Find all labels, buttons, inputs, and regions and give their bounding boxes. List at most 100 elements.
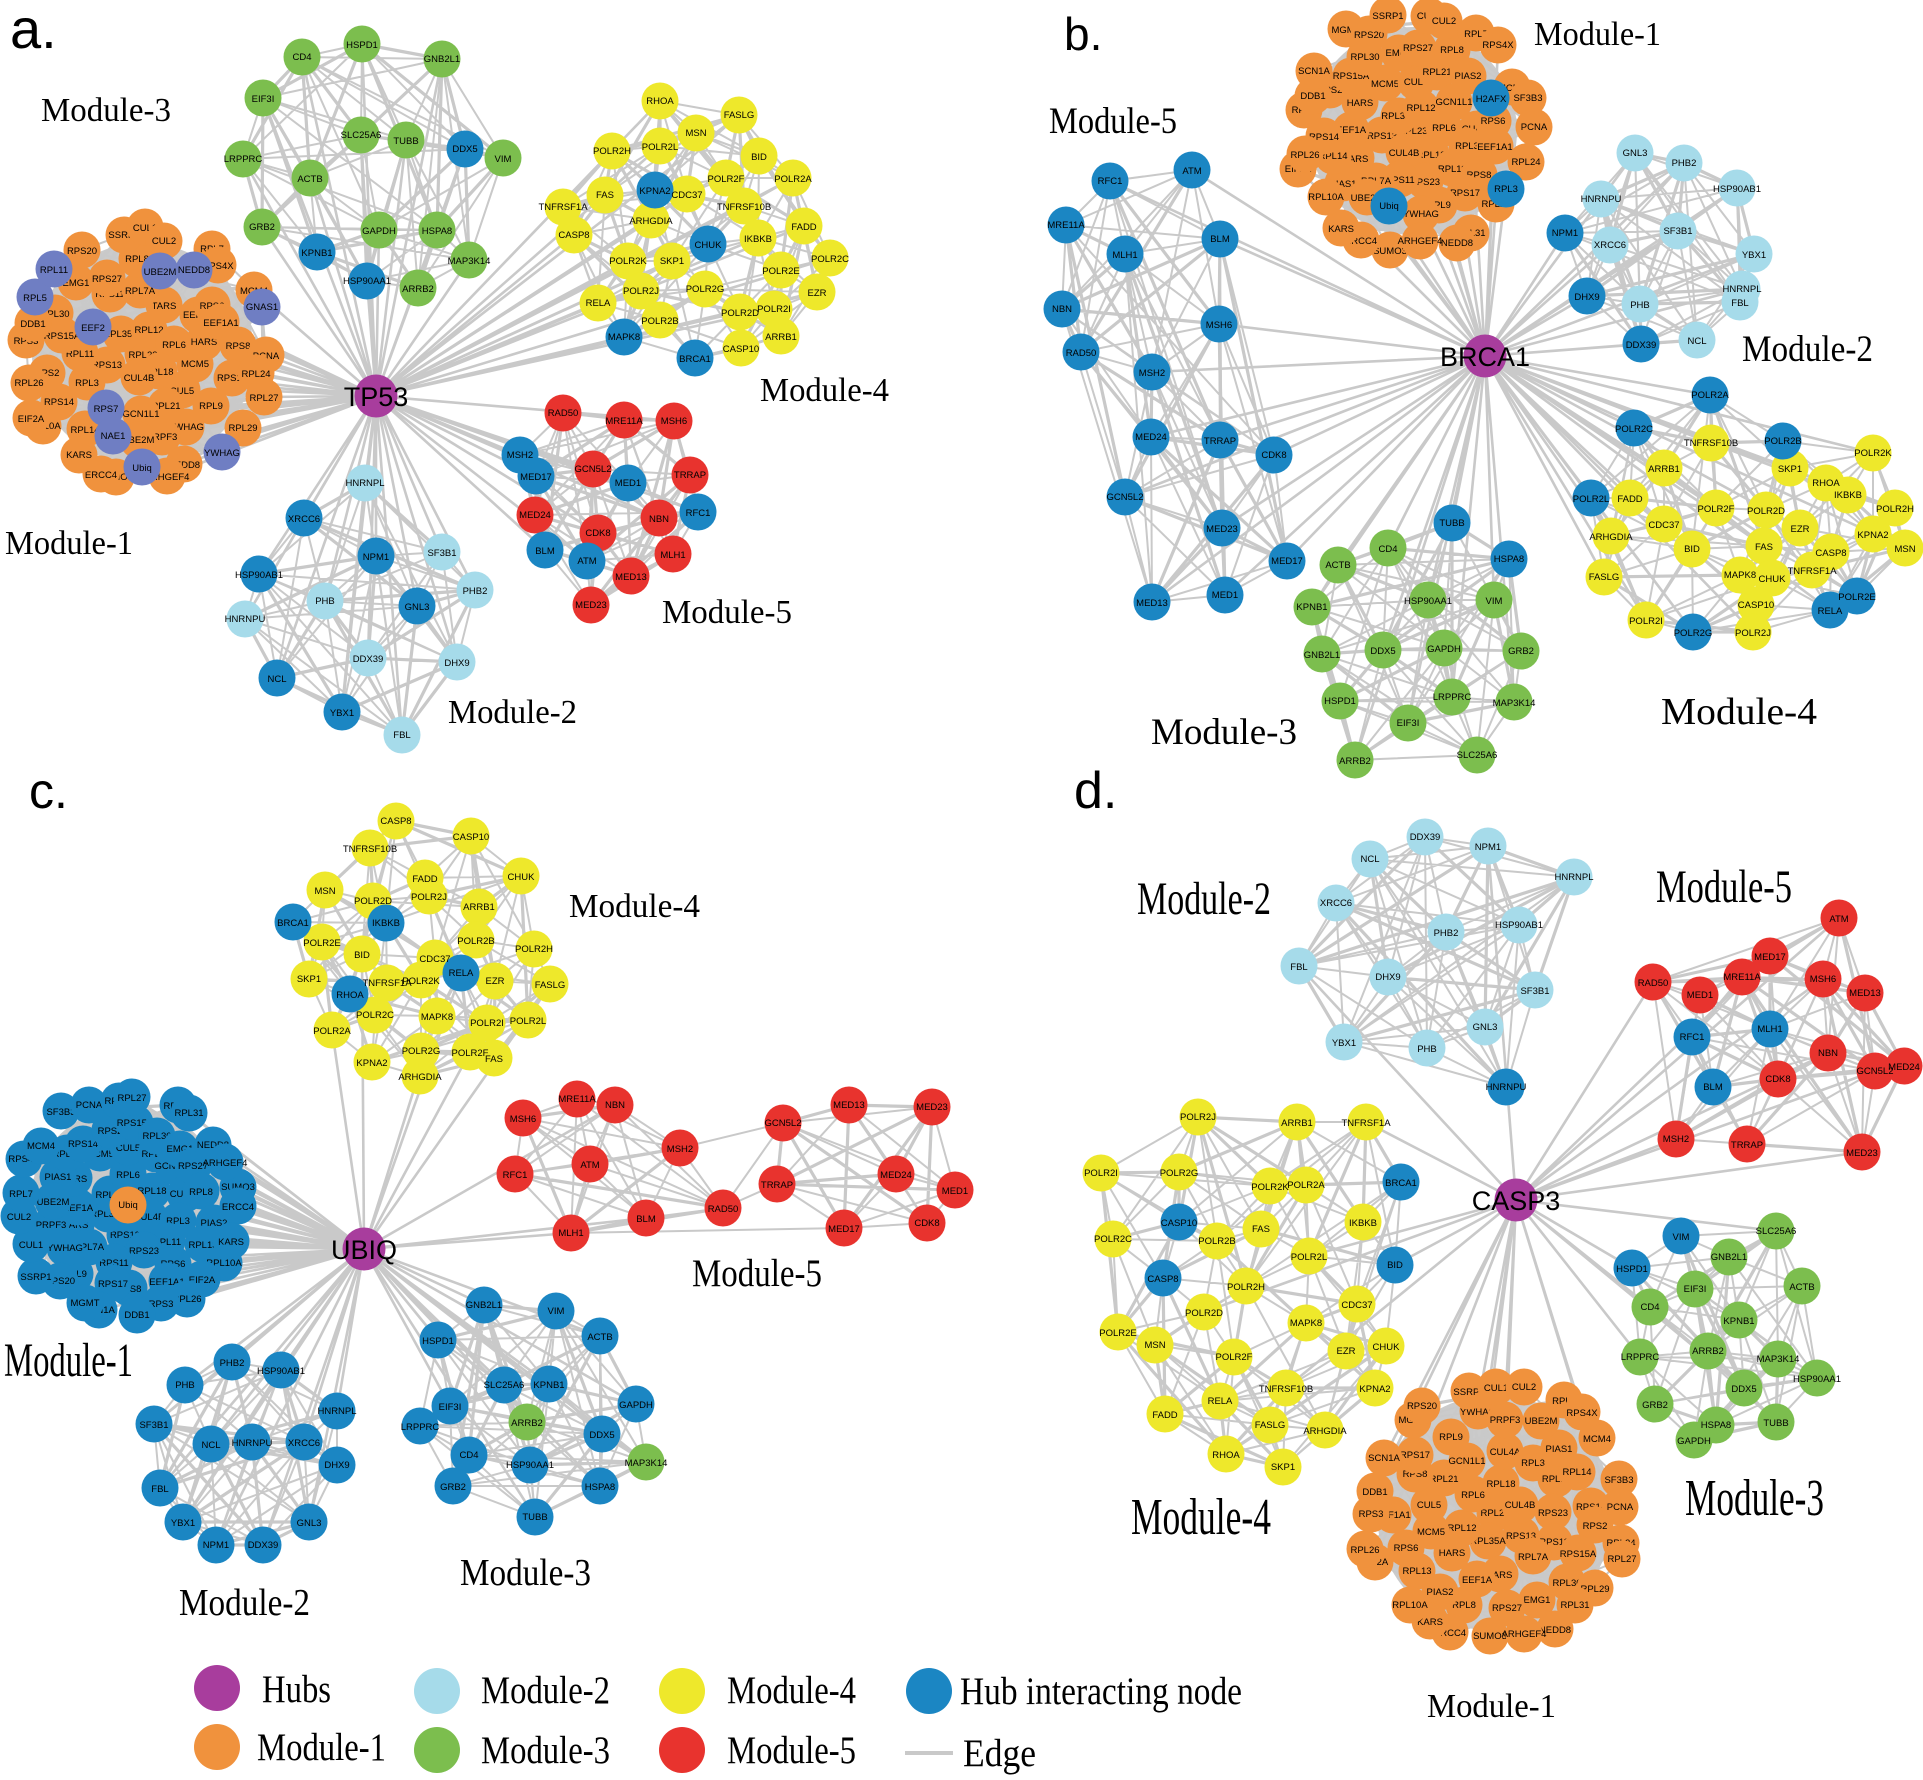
svg-text:KPNB1: KPNB1: [301, 248, 332, 259]
svg-text:b.: b.: [1064, 8, 1102, 60]
svg-text:RHOA: RHOA: [646, 96, 674, 107]
svg-text:HNRNPU: HNRNPU: [225, 614, 266, 625]
svg-text:DHX9: DHX9: [1375, 972, 1400, 983]
svg-text:POLR2I: POLR2I: [1629, 616, 1663, 627]
svg-text:POLR2C: POLR2C: [1615, 424, 1653, 435]
svg-text:MED17: MED17: [520, 472, 552, 483]
svg-text:POLR2G: POLR2G: [1160, 1168, 1199, 1179]
svg-text:DDX5: DDX5: [589, 1430, 614, 1441]
svg-text:POLR2G: POLR2G: [686, 284, 725, 295]
svg-text:POLR2A: POLR2A: [1691, 390, 1729, 401]
svg-text:GNL3: GNL3: [1623, 148, 1648, 159]
svg-text:FBL: FBL: [1290, 962, 1307, 973]
svg-text:DDX39: DDX39: [248, 1540, 279, 1551]
svg-text:EMG1: EMG1: [1524, 1595, 1551, 1606]
svg-text:POLR2D: POLR2D: [1747, 506, 1785, 517]
svg-text:FAS: FAS: [1755, 542, 1773, 553]
svg-text:POLR2C: POLR2C: [356, 1010, 394, 1021]
svg-text:NEDD8: NEDD8: [1441, 238, 1473, 249]
svg-text:MLH1: MLH1: [1112, 250, 1137, 261]
svg-text:MAPK8: MAPK8: [1290, 1318, 1322, 1329]
svg-text:Ubiq: Ubiq: [1379, 201, 1399, 212]
svg-text:CDK8: CDK8: [585, 528, 610, 539]
svg-text:NPM1: NPM1: [1552, 228, 1578, 239]
svg-text:MAP3K14: MAP3K14: [1757, 1354, 1800, 1365]
svg-text:HNRNPL: HNRNPL: [345, 478, 384, 489]
svg-text:RPS15A: RPS15A: [1560, 1549, 1597, 1560]
svg-text:PHB: PHB: [1630, 300, 1650, 311]
svg-text:EEF1A: EEF1A: [1462, 1575, 1493, 1586]
svg-text:TNFRSF1A: TNFRSF1A: [1787, 566, 1837, 577]
svg-text:ACTB: ACTB: [587, 1332, 612, 1343]
svg-text:MAPK8: MAPK8: [421, 1012, 453, 1023]
svg-text:PIAS1: PIAS1: [1546, 1444, 1573, 1455]
svg-text:BRCA1: BRCA1: [277, 918, 309, 929]
svg-text:MED1: MED1: [615, 478, 641, 489]
svg-text:BID: BID: [354, 950, 370, 961]
svg-text:RPS20: RPS20: [1354, 30, 1384, 41]
svg-text:SF3B1: SF3B1: [1520, 986, 1549, 997]
svg-text:RFC1: RFC1: [1098, 176, 1123, 187]
svg-text:CASP8: CASP8: [1815, 548, 1846, 559]
svg-text:MAP3K14: MAP3K14: [1493, 698, 1536, 709]
svg-text:POLR2L: POLR2L: [642, 142, 678, 153]
svg-text:GCN5L2: GCN5L2: [765, 1118, 802, 1129]
svg-text:MSN: MSN: [314, 886, 335, 897]
svg-text:UBIQ: UBIQ: [331, 1235, 397, 1265]
svg-text:ARRB2: ARRB2: [1692, 1346, 1724, 1357]
svg-text:POLR2D: POLR2D: [721, 308, 759, 319]
svg-text:RELA: RELA: [1818, 606, 1843, 617]
svg-text:SKP1: SKP1: [1271, 1462, 1295, 1473]
svg-text:ARRB1: ARRB1: [1648, 464, 1680, 475]
svg-text:Module-3: Module-3: [1685, 1470, 1824, 1527]
svg-text:GRB2: GRB2: [249, 222, 275, 233]
svg-text:KARS: KARS: [1328, 224, 1354, 235]
svg-text:RHOA: RHOA: [1812, 478, 1840, 489]
svg-text:RPS2: RPS2: [1583, 1521, 1608, 1532]
svg-text:RPL27: RPL27: [1607, 1554, 1636, 1565]
svg-text:CASP10: CASP10: [1738, 600, 1774, 611]
svg-text:HARS: HARS: [1347, 98, 1373, 109]
svg-text:TUBB: TUBB: [393, 136, 418, 147]
svg-text:RELA: RELA: [586, 298, 611, 309]
svg-text:Module-2: Module-2: [179, 1582, 310, 1624]
svg-text:Module-1: Module-1: [1427, 1688, 1556, 1725]
svg-text:ARHGDIA: ARHGDIA: [1589, 532, 1633, 543]
svg-text:Module-1: Module-1: [257, 1726, 386, 1769]
svg-text:ARHGDIA: ARHGDIA: [1303, 1426, 1347, 1437]
svg-text:MED1: MED1: [1687, 990, 1713, 1001]
svg-text:RPL3: RPL3: [75, 378, 99, 389]
svg-text:EIF2A: EIF2A: [18, 414, 45, 425]
svg-text:BID: BID: [1387, 1260, 1403, 1271]
svg-text:POLR2L: POLR2L: [1291, 1252, 1327, 1263]
svg-text:NPM1: NPM1: [203, 1540, 229, 1551]
svg-text:NBN: NBN: [1052, 304, 1072, 315]
svg-text:RAD50: RAD50: [1066, 348, 1097, 359]
svg-text:HSP90AB1: HSP90AB1: [235, 570, 283, 581]
svg-text:PHB2: PHB2: [1434, 928, 1459, 939]
svg-text:HSPA8: HSPA8: [585, 1482, 615, 1493]
svg-text:POLR2J: POLR2J: [623, 286, 659, 297]
svg-text:ERCC4: ERCC4: [222, 1202, 254, 1213]
svg-text:CUL1: CUL1: [1484, 1383, 1508, 1394]
svg-text:FBL: FBL: [393, 730, 410, 741]
svg-text:FADD: FADD: [412, 874, 437, 885]
svg-text:XRCC6: XRCC6: [1594, 240, 1626, 251]
svg-text:KPNA2: KPNA2: [1857, 530, 1888, 541]
svg-text:POLR2K: POLR2K: [402, 976, 440, 987]
svg-text:YBX1: YBX1: [171, 1518, 195, 1529]
svg-text:PHB: PHB: [1417, 1044, 1437, 1055]
svg-text:GNB2L1: GNB2L1: [466, 1300, 502, 1311]
svg-text:RPS6: RPS6: [1394, 1543, 1419, 1554]
svg-text:YBX1: YBX1: [1332, 1038, 1356, 1049]
svg-text:EIF3I: EIF3I: [1684, 1284, 1707, 1295]
svg-text:NPM1: NPM1: [363, 552, 389, 563]
svg-text:CDC37: CDC37: [1648, 520, 1679, 531]
svg-text:Module-4: Module-4: [727, 1669, 856, 1712]
svg-text:CDK8: CDK8: [914, 1218, 939, 1229]
svg-text:GCN1L1: GCN1L1: [123, 409, 160, 420]
svg-text:GCN5L2: GCN5L2: [575, 464, 612, 475]
svg-text:NCL: NCL: [1360, 854, 1379, 865]
svg-text:DDX39: DDX39: [1626, 340, 1657, 351]
svg-text:NBN: NBN: [649, 514, 669, 525]
